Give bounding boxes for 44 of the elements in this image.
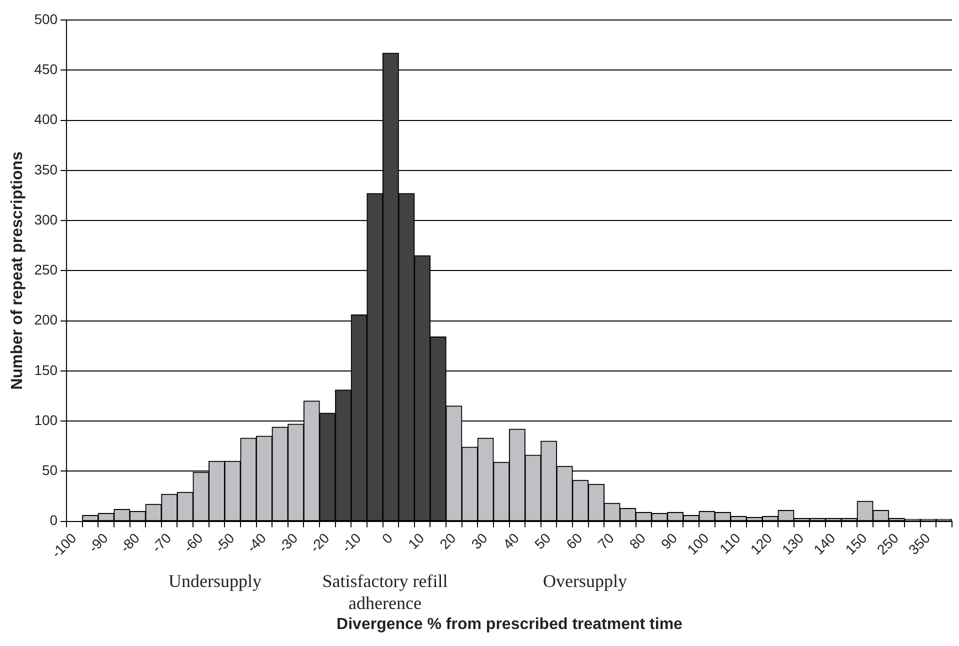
y-tick-label: 50	[42, 462, 58, 478]
text: Oversupply	[542, 570, 628, 592]
x-tick-label: -40	[243, 530, 270, 556]
x-tick-label: 250	[874, 530, 902, 558]
x-tick-label: 90	[658, 530, 680, 552]
x-tick-label: 40	[500, 530, 522, 552]
x-tick-label: 70	[594, 530, 618, 552]
text: Satisfactory refill adherence	[321, 570, 449, 614]
x-tick-label: 350	[905, 530, 934, 558]
x-tick-label: 130	[778, 530, 807, 558]
x-tick-label: 50	[531, 530, 554, 552]
x-tick-label: 140	[810, 530, 838, 558]
x-tick-label: 120	[747, 530, 776, 558]
x-tick-label: -30	[275, 530, 301, 556]
y-tick-label: 200	[34, 312, 58, 328]
x-tick-label: -100	[48, 530, 80, 561]
x-tick-label: -20	[306, 530, 332, 556]
x-axis-title: Divergence % from prescribed treatment time	[336, 616, 684, 634]
x-tick-label: 80	[626, 530, 649, 552]
y-tick-label: 400	[34, 111, 58, 128]
y-tick-label: 350	[34, 161, 58, 178]
x-tick-label: 10	[404, 530, 428, 552]
x-tick-label: 60	[562, 530, 586, 552]
y-tick-label: 0	[50, 512, 58, 528]
x-tick-label: -70	[148, 530, 174, 556]
x-tick-label: -50	[212, 530, 238, 556]
y-tick-label: 450	[34, 60, 58, 77]
x-tick-label: 0	[378, 530, 396, 547]
x-tick-label: 20	[436, 530, 459, 552]
y-tick-label: 250	[34, 262, 58, 278]
x-tick-label: 30	[468, 530, 491, 552]
x-tick-label: -80	[116, 530, 143, 556]
y-tick-label: 500	[34, 10, 58, 27]
y-tick-label: 100	[34, 412, 58, 428]
x-tick-label: -90	[85, 530, 112, 556]
x-tick-label: -10	[338, 530, 364, 556]
text: Undersupply	[168, 570, 262, 592]
x-tick-label: 150	[842, 530, 870, 558]
y-tick-label: 300	[34, 211, 58, 228]
y-axis-title: Number of repeat prescriptions	[9, 151, 26, 390]
x-tick-label: -60	[180, 530, 206, 556]
x-tick-label: 110	[716, 530, 744, 557]
x-tick-label: 100	[684, 530, 712, 558]
y-tick-label: 150	[34, 362, 58, 378]
